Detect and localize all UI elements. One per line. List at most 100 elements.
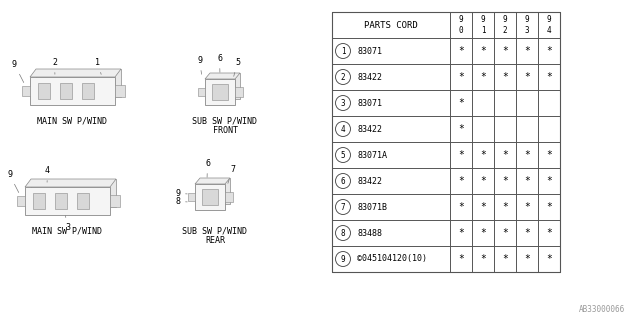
Text: MAIN SW P/WIND: MAIN SW P/WIND — [37, 116, 107, 125]
Text: *: * — [546, 202, 552, 212]
Bar — [205, 79, 235, 105]
Bar — [110, 195, 120, 207]
Text: 3: 3 — [65, 216, 70, 232]
Bar — [332, 12, 560, 272]
Text: 9: 9 — [197, 56, 202, 74]
Text: 83422: 83422 — [357, 73, 382, 82]
Bar — [115, 85, 125, 97]
Bar — [202, 189, 218, 205]
Text: SUB SW P/WIND
FRONT: SUB SW P/WIND FRONT — [193, 116, 257, 135]
Text: *: * — [480, 176, 486, 186]
Text: MAIN SW P/WIND: MAIN SW P/WIND — [32, 226, 102, 235]
Text: *: * — [502, 72, 508, 82]
Text: 4: 4 — [340, 124, 346, 133]
Polygon shape — [36, 69, 121, 97]
Text: 83071: 83071 — [357, 99, 382, 108]
Text: 3: 3 — [340, 99, 346, 108]
Text: *: * — [480, 150, 486, 160]
Polygon shape — [200, 178, 230, 204]
Text: *: * — [458, 254, 464, 264]
Text: 83071B: 83071B — [357, 203, 387, 212]
Text: *: * — [546, 254, 552, 264]
Text: *: * — [502, 202, 508, 212]
Bar — [82, 83, 94, 99]
Text: 2: 2 — [52, 58, 57, 74]
Text: AB33000066: AB33000066 — [579, 305, 625, 314]
Bar — [195, 184, 225, 210]
Text: 9: 9 — [12, 60, 24, 83]
Bar — [198, 88, 205, 96]
Bar — [212, 84, 228, 100]
Text: *: * — [546, 150, 552, 160]
Text: 8: 8 — [340, 228, 346, 237]
Text: *: * — [502, 228, 508, 238]
Text: *: * — [458, 176, 464, 186]
Text: 7: 7 — [228, 165, 235, 183]
Bar — [17, 196, 25, 206]
Text: *: * — [458, 72, 464, 82]
Bar — [225, 192, 233, 202]
Text: *: * — [502, 176, 508, 186]
Text: ©045104120(10): ©045104120(10) — [357, 254, 427, 263]
Text: *: * — [458, 46, 464, 56]
Bar — [188, 193, 195, 201]
Text: *: * — [524, 228, 530, 238]
Text: 6: 6 — [217, 54, 222, 72]
Text: *: * — [458, 228, 464, 238]
Bar — [60, 83, 72, 99]
Text: 9: 9 — [175, 189, 188, 198]
Text: *: * — [546, 228, 552, 238]
Text: 1: 1 — [340, 46, 346, 55]
Polygon shape — [210, 73, 240, 99]
Text: 7: 7 — [340, 203, 346, 212]
Text: 9
2: 9 2 — [502, 15, 508, 35]
Bar — [25, 187, 110, 215]
Text: *: * — [546, 46, 552, 56]
Text: 83422: 83422 — [357, 124, 382, 133]
Text: 6: 6 — [340, 177, 346, 186]
Text: *: * — [480, 46, 486, 56]
Text: *: * — [458, 124, 464, 134]
Text: *: * — [480, 72, 486, 82]
Text: PARTS CORD: PARTS CORD — [364, 20, 418, 29]
Text: SUB SW P/WIND
REAR: SUB SW P/WIND REAR — [182, 226, 248, 245]
Text: 9
0: 9 0 — [459, 15, 463, 35]
Text: 83071A: 83071A — [357, 150, 387, 159]
Text: *: * — [480, 202, 486, 212]
Text: 83488: 83488 — [357, 228, 382, 237]
Text: *: * — [458, 150, 464, 160]
Bar — [77, 193, 89, 209]
Text: *: * — [546, 72, 552, 82]
Polygon shape — [25, 179, 116, 187]
Text: *: * — [524, 150, 530, 160]
Bar — [22, 86, 30, 96]
Text: 4: 4 — [45, 166, 50, 182]
Bar — [33, 193, 45, 209]
Bar — [235, 87, 243, 97]
Text: 83071: 83071 — [357, 46, 382, 55]
Text: 9
3: 9 3 — [525, 15, 529, 35]
Text: *: * — [502, 150, 508, 160]
Text: *: * — [480, 254, 486, 264]
Text: 5: 5 — [340, 150, 346, 159]
Text: *: * — [524, 176, 530, 186]
Text: *: * — [480, 228, 486, 238]
Text: 9: 9 — [340, 254, 346, 263]
Text: *: * — [524, 72, 530, 82]
Text: *: * — [502, 254, 508, 264]
Polygon shape — [30, 69, 121, 77]
Text: 9
1: 9 1 — [481, 15, 485, 35]
Text: 5: 5 — [234, 58, 240, 76]
Text: *: * — [524, 254, 530, 264]
Text: *: * — [458, 202, 464, 212]
Text: *: * — [524, 46, 530, 56]
Text: 8: 8 — [175, 197, 188, 206]
Polygon shape — [205, 73, 240, 79]
Text: 2: 2 — [340, 73, 346, 82]
Text: 6: 6 — [205, 159, 210, 177]
Polygon shape — [31, 179, 116, 207]
Polygon shape — [195, 178, 230, 184]
Text: *: * — [458, 98, 464, 108]
Text: *: * — [546, 176, 552, 186]
Text: 83422: 83422 — [357, 177, 382, 186]
